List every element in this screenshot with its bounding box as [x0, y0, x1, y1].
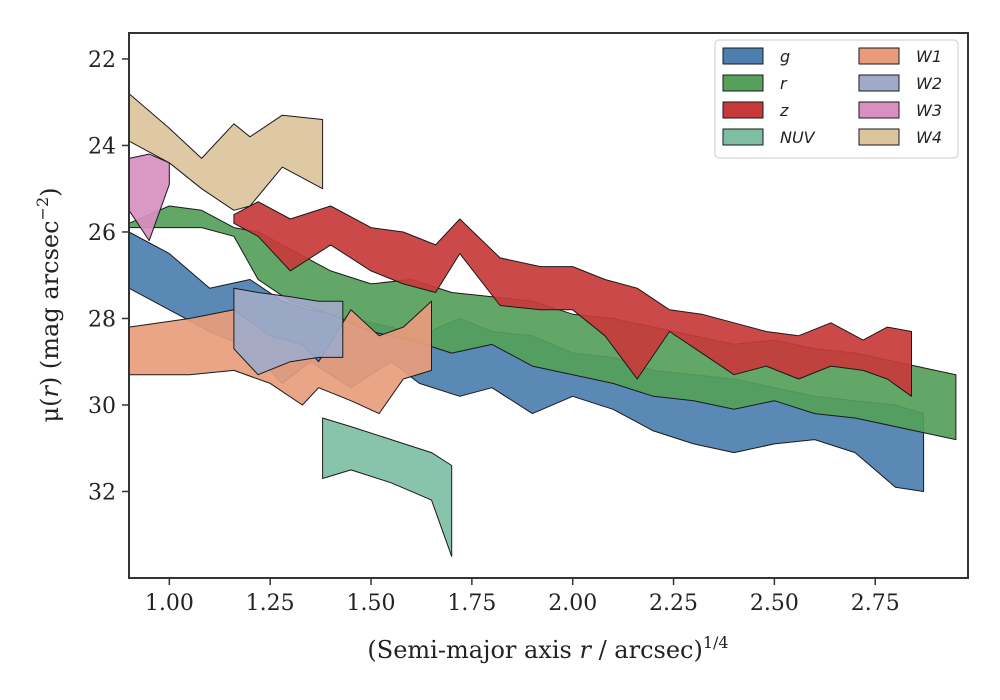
x-axis-label: (Semi-major axis r / arcsec)1/4: [367, 633, 728, 664]
x-tick-label: 2.75: [851, 591, 900, 616]
legend-swatch-w3: [858, 101, 900, 119]
legend-label-w1: W1: [916, 47, 942, 66]
band-z: [233, 201, 912, 397]
x-tick-label: 2.00: [548, 591, 597, 616]
legend-swatch-r: [722, 74, 764, 92]
x-tick-label: 1.25: [246, 591, 295, 616]
y-tick-label: 22: [88, 48, 116, 73]
band-w4: [128, 93, 324, 211]
legend-label-nuv: NUV: [780, 128, 816, 147]
x-axis: 1.00 1.25 1.50 1.75 2.00 2.25 2.50 2.75: [145, 578, 900, 616]
legend-swatch-w4: [858, 128, 900, 146]
plot-frame: [128, 32, 969, 579]
x-tick-label: 1.50: [347, 591, 396, 616]
legend-swatch-w1: [858, 47, 900, 65]
x-tick-label: 1.00: [145, 591, 194, 616]
legend: grz NUV W1 W2 W3 W4: [714, 39, 959, 159]
band-layer: [128, 93, 957, 557]
x-tick-label: 2.25: [649, 591, 698, 616]
y-tick-label: 28: [88, 307, 116, 332]
legend-label-g: g: [780, 47, 790, 66]
legend-label-r: r: [780, 74, 788, 93]
y-tick-label: 26: [88, 221, 116, 246]
band-nuv: [322, 417, 453, 557]
legend-swatch-nuv: [722, 128, 764, 146]
legend-swatch-w2: [858, 74, 900, 92]
y-tick-label: 32: [88, 480, 116, 505]
y-axis-label: μ(r) (mag arcsec−2): [33, 187, 64, 422]
legend-swatch-g: [722, 47, 764, 65]
legend-label-w3: W3: [916, 101, 942, 120]
legend-swatch-z: [722, 101, 764, 119]
y-tick-label: 24: [88, 134, 116, 159]
y-axis: 22 24 26 28 30 32: [88, 48, 129, 505]
legend-label-w4: W4: [916, 128, 942, 147]
x-tick-label: 1.75: [447, 591, 496, 616]
legend-label-z: z: [779, 101, 789, 120]
band-w2: [233, 287, 344, 376]
x-tick-label: 2.50: [750, 591, 799, 616]
y-tick-label: 30: [88, 394, 116, 419]
legend-label-w2: W2: [916, 74, 942, 93]
